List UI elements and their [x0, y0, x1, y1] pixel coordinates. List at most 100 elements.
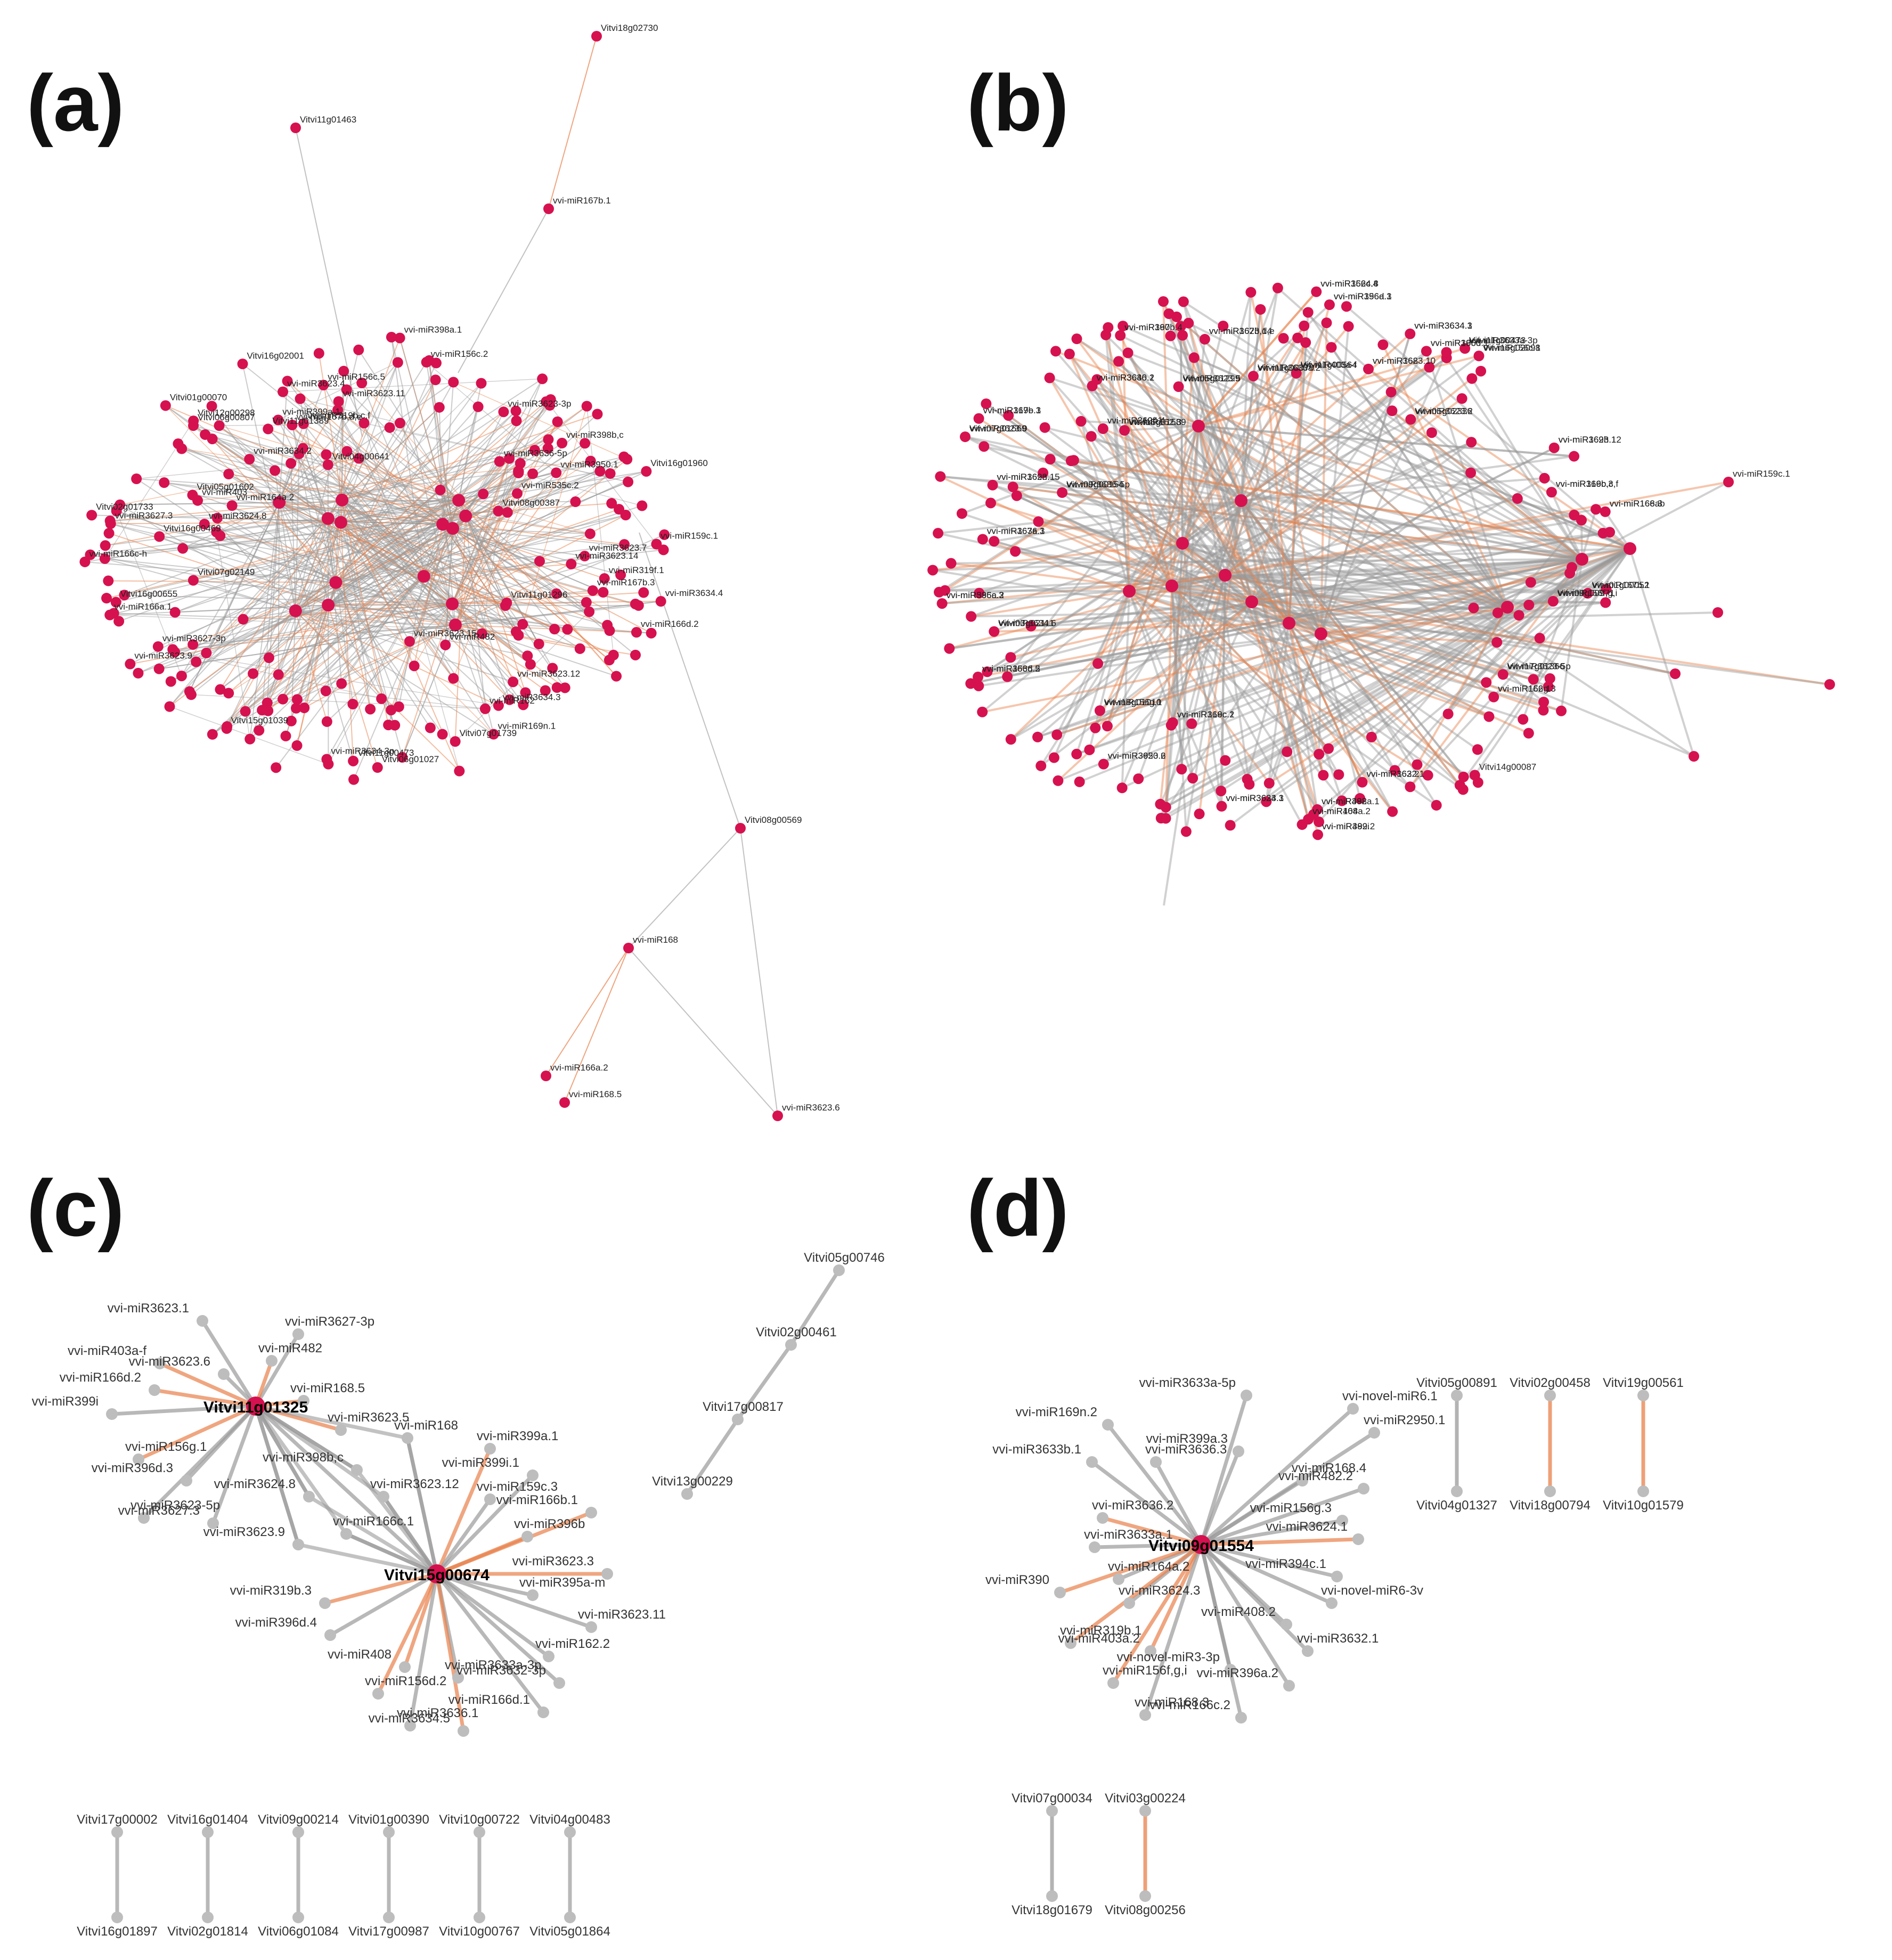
network-edge	[1171, 585, 1830, 685]
mirna-node	[207, 434, 218, 445]
mirna-node	[1472, 744, 1483, 755]
network-edge	[961, 512, 1290, 624]
mirna-node	[372, 1688, 384, 1700]
mirna-node	[384, 422, 395, 433]
mirna-node	[1670, 668, 1681, 679]
mirna-node	[1355, 793, 1366, 804]
mirna-node	[982, 666, 993, 677]
hub-edge	[1199, 1544, 1243, 1718]
node-label: vvi-miR3623.4	[287, 379, 345, 389]
gene-hub-node	[289, 604, 302, 617]
mirna-node	[504, 453, 515, 464]
mirna-node	[1097, 1512, 1108, 1524]
network-edge	[124, 594, 453, 605]
pair-bottom-label: Vitvi17g00987	[348, 1924, 429, 1939]
mirna-node	[386, 705, 397, 716]
node-label: vvi-miR166ab	[1610, 499, 1665, 509]
node-label: vvi-miR3634-3p	[331, 746, 394, 756]
pair-bottom-label: Vitvi06g01084	[258, 1924, 339, 1939]
mirna-node	[397, 752, 408, 763]
mirna-node	[1547, 595, 1559, 607]
mirna-node	[1601, 584, 1612, 595]
mirna-node	[1324, 299, 1335, 311]
network-edge	[228, 605, 329, 694]
mirna-node	[299, 703, 310, 714]
network-edge	[942, 574, 1226, 605]
network-edge	[1165, 606, 1508, 808]
node-label: Vitvi11g00564	[1301, 360, 1357, 370]
mirna-label: vvi-miR408	[328, 1647, 392, 1662]
network-edge	[1040, 542, 1184, 766]
network-edge	[282, 605, 329, 700]
mirna-node	[537, 373, 548, 385]
mirna-node	[1431, 799, 1442, 811]
network-edge	[108, 580, 336, 583]
mirna-node	[484, 1493, 496, 1505]
mirna-node	[585, 1507, 597, 1518]
gene-hub-node	[1576, 553, 1588, 566]
network-edge	[1251, 441, 1472, 603]
pair-bottom-label: Vitvi10g01579	[1603, 1498, 1684, 1513]
network-edge	[1162, 301, 1242, 501]
mirna-node	[394, 332, 405, 344]
network-edge	[228, 460, 591, 694]
network-edge	[1171, 585, 1183, 770]
network-edge	[932, 569, 1322, 635]
node-label: vvi-miR3623.9	[969, 423, 1027, 434]
mirna-node	[287, 419, 298, 430]
mirna-node	[1123, 1597, 1135, 1609]
mirna-node	[430, 374, 441, 386]
mirna-node	[553, 1677, 565, 1689]
node-label: vvi-miR3636.2	[1097, 373, 1155, 383]
mirna-node	[278, 386, 289, 397]
network-edge	[295, 127, 363, 437]
network-edge	[1220, 575, 1226, 806]
mirna-node	[1582, 587, 1593, 599]
hub-edge	[382, 1496, 438, 1575]
network-edge	[1240, 500, 1325, 776]
network-edge	[1181, 542, 1393, 812]
mirna-node	[211, 512, 223, 524]
network-edge	[1096, 378, 1242, 502]
hub-edge	[1199, 1450, 1241, 1546]
network-edge	[1037, 633, 1322, 738]
network-edge	[1251, 601, 1534, 681]
mirna-node	[298, 418, 309, 429]
node-label: vvi-miR398b,c	[566, 430, 624, 440]
mirna-node	[223, 469, 234, 480]
node-label: Vitvi16g02001	[247, 350, 304, 361]
node-label: Vitvi16g00469	[164, 523, 221, 533]
mirna-node	[1216, 801, 1227, 812]
network-edge	[1171, 585, 1490, 718]
mirna-node	[472, 401, 484, 412]
mirna-node	[218, 1368, 230, 1380]
network-edge	[1198, 500, 1242, 814]
mirna-node	[1176, 764, 1187, 775]
mirna-node	[238, 614, 249, 625]
mirna-node	[1074, 776, 1085, 787]
network-edge	[965, 436, 1508, 608]
network-edge	[1049, 458, 1253, 603]
mirna-node	[324, 1629, 336, 1641]
network-edge	[1288, 623, 1320, 822]
mirna-node	[291, 694, 303, 705]
gene-node	[1046, 1890, 1058, 1902]
mirna-label: vvi-miR395a-m	[519, 1575, 605, 1590]
mirna-node	[215, 684, 226, 695]
network-edge	[1171, 585, 1194, 779]
network-edge	[274, 470, 296, 611]
mirna-node	[965, 678, 976, 689]
mirna-node	[1235, 1712, 1247, 1724]
pair-top-label: Vitvi04g00483	[529, 1812, 610, 1827]
mirna-node	[1098, 758, 1109, 770]
network-edge	[1330, 347, 1508, 608]
gene-node	[543, 203, 554, 214]
network-edge	[453, 381, 627, 460]
network-edge	[1220, 606, 1508, 792]
network-edge	[1079, 606, 1508, 783]
mirna-node	[1071, 333, 1082, 345]
mirna-node	[585, 455, 596, 467]
network-edge	[970, 558, 1583, 685]
hub-edge	[405, 1438, 439, 1574]
hub-edge	[159, 1361, 257, 1408]
